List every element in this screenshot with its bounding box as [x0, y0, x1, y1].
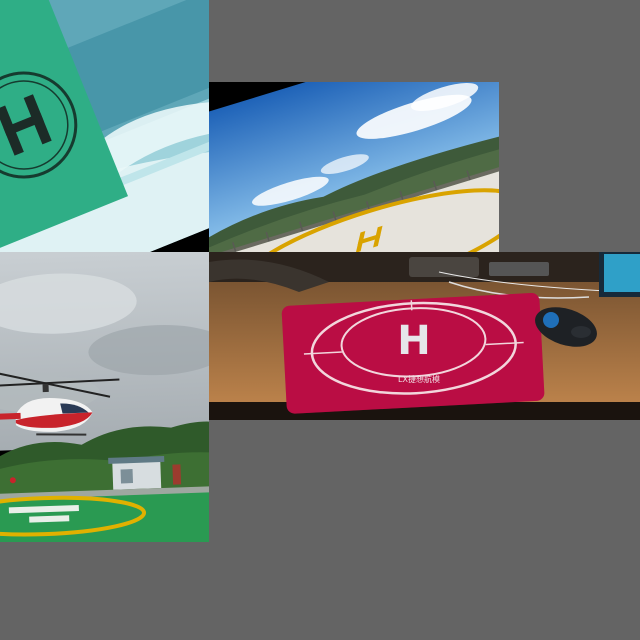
helicopter-landing-image [0, 252, 209, 542]
trackball-mouse-icon [535, 307, 597, 347]
green-helipad-sign-image [0, 0, 209, 252]
photo-tile-helicopter-landing [0, 252, 209, 542]
mousepad-brand: ⅬⅩ捷想航模 [398, 374, 440, 384]
helicopter-icon [0, 372, 120, 436]
mousepad-letter: H [397, 318, 430, 364]
red-mousepad-image: H ⅬⅩ捷想航模 [209, 252, 640, 420]
rooftop-helipad-image [209, 82, 499, 252]
photo-tile-red-mousepad: H ⅬⅩ捷想航模 [209, 252, 640, 420]
photo-tile-rooftop-helipad [209, 82, 499, 252]
photo-tile-green-helipad-sign: H [0, 0, 209, 252]
